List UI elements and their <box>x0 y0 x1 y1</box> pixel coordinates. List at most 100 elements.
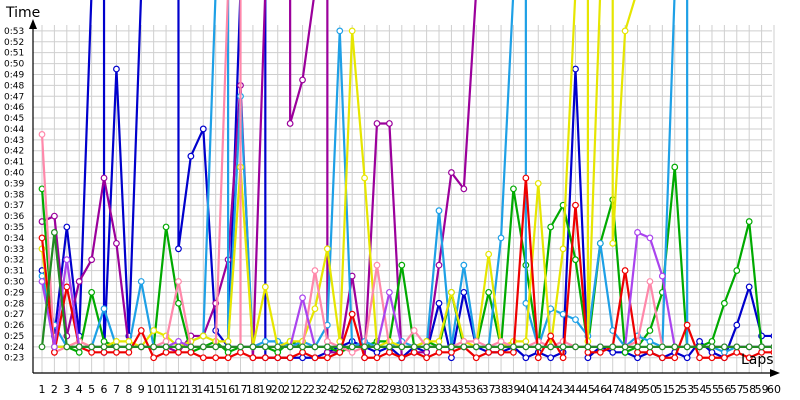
data-point <box>286 120 294 127</box>
data-point <box>634 343 641 351</box>
data-point <box>435 299 443 307</box>
data-point <box>38 343 46 351</box>
data-point <box>448 348 455 356</box>
data-point <box>373 348 381 356</box>
x-tick-label: 19 <box>258 383 272 396</box>
y-tick-label: 0:46 <box>4 103 24 113</box>
data-point <box>100 338 108 345</box>
data-point <box>547 223 555 231</box>
y-tick-label: 0:29 <box>4 288 24 298</box>
data-point <box>572 316 579 324</box>
data-point <box>448 354 455 362</box>
data-point <box>547 332 555 340</box>
y-tick-label: 0:43 <box>4 136 24 146</box>
x-tick-label: 21 <box>283 383 297 396</box>
data-point <box>51 348 58 356</box>
data-point <box>584 343 592 351</box>
data-point <box>733 321 741 329</box>
data-point <box>274 343 282 351</box>
data-point <box>596 239 604 247</box>
x-tick-label: 10 <box>147 383 161 396</box>
data-point <box>609 348 617 356</box>
data-point <box>460 185 468 193</box>
data-point <box>572 256 579 264</box>
x-axis-title: Laps <box>741 352 774 368</box>
data-point <box>460 343 468 351</box>
y-tick-label: 0:34 <box>4 234 24 244</box>
data-point <box>683 321 691 329</box>
data-point <box>336 27 344 35</box>
x-tick-label: 57 <box>730 383 744 396</box>
data-point <box>658 343 666 351</box>
y-tick-label: 0:23 <box>4 354 24 364</box>
data-point <box>199 354 207 362</box>
data-point <box>75 348 83 356</box>
data-point <box>522 354 530 362</box>
data-point <box>261 354 269 362</box>
x-tick-label: 32 <box>420 383 434 396</box>
data-point <box>38 130 46 138</box>
x-tick-label: 38 <box>494 383 508 396</box>
data-point <box>150 327 158 334</box>
x-tick-label: 34 <box>444 383 458 396</box>
data-point <box>460 261 468 269</box>
data-point <box>510 343 517 351</box>
data-point <box>175 348 182 356</box>
data-point <box>63 256 71 264</box>
data-point <box>634 354 641 362</box>
data-point <box>696 343 703 351</box>
data-point <box>683 354 691 362</box>
x-tick-label: 29 <box>382 383 396 396</box>
data-point <box>423 354 431 362</box>
x-tick-label: 20 <box>271 383 285 396</box>
data-point <box>472 338 480 345</box>
data-point <box>745 218 753 225</box>
data-point <box>448 169 455 176</box>
data-point <box>162 338 170 345</box>
data-point <box>88 288 96 296</box>
data-point <box>348 343 356 351</box>
data-point <box>373 120 381 127</box>
x-tick-label: 60 <box>767 383 781 396</box>
data-point <box>336 343 344 351</box>
data-point <box>497 338 505 345</box>
data-point <box>522 174 530 182</box>
data-point <box>472 343 480 351</box>
data-point <box>274 348 282 356</box>
data-point <box>435 343 443 351</box>
x-tick-label: 28 <box>370 383 384 396</box>
x-tick-label: 30 <box>395 383 409 396</box>
data-point <box>88 343 96 351</box>
x-tick-label: 17 <box>234 383 248 396</box>
y-tick-label: 0:30 <box>4 277 24 287</box>
data-point <box>237 343 244 351</box>
data-point <box>497 343 505 351</box>
data-point <box>510 185 517 193</box>
data-point <box>671 343 679 351</box>
data-point <box>286 354 294 362</box>
data-point <box>336 348 344 356</box>
x-tick-label: 54 <box>693 383 707 396</box>
data-point <box>137 327 145 334</box>
series-line <box>40 165 772 354</box>
data-point <box>113 338 120 345</box>
x-tick-label: 40 <box>519 383 533 396</box>
x-tick-label: 13 <box>184 383 198 396</box>
data-point <box>261 338 269 345</box>
x-tick-label: 45 <box>581 383 595 396</box>
data-point <box>38 278 46 285</box>
data-point <box>175 299 182 307</box>
data-point <box>137 343 145 351</box>
data-point <box>274 354 282 362</box>
x-tick-label: 3 <box>63 383 70 396</box>
data-point <box>299 354 306 362</box>
x-tick-label: 24 <box>320 383 334 396</box>
data-point <box>646 234 654 242</box>
data-point <box>410 348 418 356</box>
data-point <box>609 239 617 247</box>
x-tick-label: 52 <box>668 383 682 396</box>
data-point <box>596 348 604 356</box>
data-point <box>224 343 232 351</box>
data-point <box>237 348 244 356</box>
